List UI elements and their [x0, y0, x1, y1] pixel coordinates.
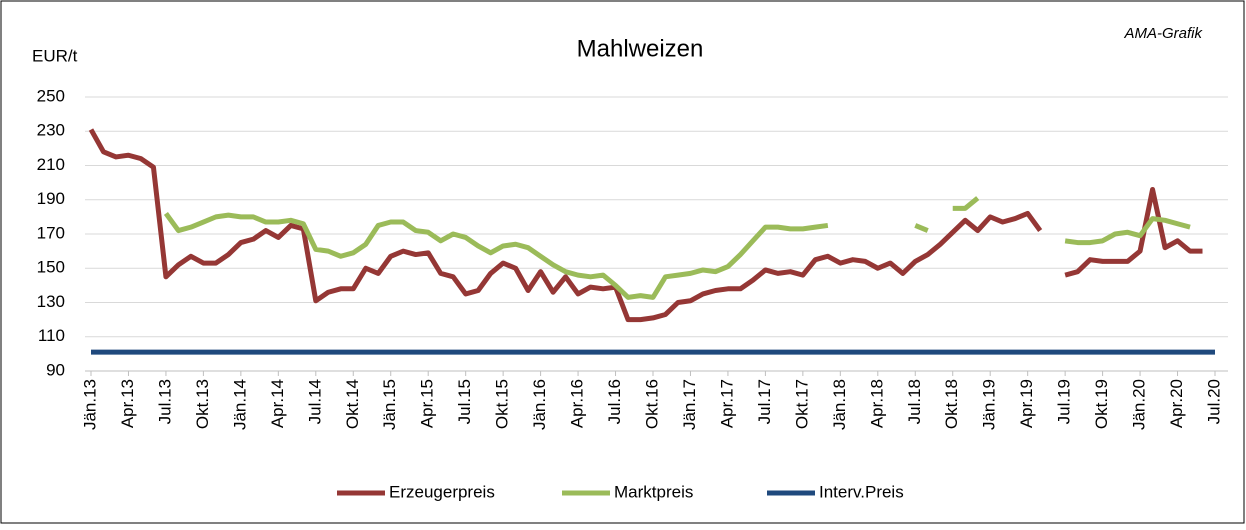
legend-label: Erzeugerpreis: [389, 482, 495, 501]
x-tick-label: Apr.13: [118, 379, 137, 428]
x-tick-label: Apr.14: [268, 379, 287, 428]
x-tick-label: Apr.16: [568, 379, 587, 428]
x-tick-label: Okt.13: [193, 379, 212, 429]
x-tick-label: Apr.15: [418, 379, 437, 428]
x-tick-label: Jul.15: [455, 379, 474, 424]
line-series: [1064, 186, 1203, 278]
x-tick-label: Jän.17: [680, 379, 699, 430]
y-tick-label: 210: [37, 155, 65, 174]
x-tick-label: Apr.18: [867, 379, 886, 428]
x-tick-label: Okt.16: [642, 379, 661, 429]
x-tick-label: Jul.19: [1055, 379, 1074, 424]
x-tick-label: Jän.20: [1130, 379, 1149, 430]
x-tick-label: Jän.13: [80, 379, 99, 430]
x-tick-label: Jul.20: [1204, 379, 1223, 424]
y-axis-label: EUR/t: [32, 46, 78, 65]
line-series: [163, 211, 829, 300]
x-tick-label: Jul.17: [755, 379, 774, 424]
legend-label: Interv.Preis: [819, 482, 904, 501]
y-tick-label: 150: [37, 258, 65, 277]
y-tick-label: 250: [37, 86, 65, 105]
y-tick-label: 130: [37, 292, 65, 311]
line-series: [1064, 216, 1191, 246]
x-tick-label: Apr.17: [717, 379, 736, 428]
x-tick-label: Okt.15: [493, 379, 512, 429]
x-tick-label: Jul.18: [905, 379, 924, 424]
line-series: [88, 128, 1043, 323]
x-tick-label: Jän.19: [980, 379, 999, 430]
x-tick-label: Okt.19: [1092, 379, 1111, 429]
y-tick-label: 110: [38, 326, 65, 345]
line-series: [952, 196, 980, 211]
x-tick-label: Okt.14: [343, 379, 362, 429]
y-tick-label: 90: [46, 360, 65, 379]
chart-title: Mahlweizen: [577, 35, 704, 62]
legend-label: Marktpreis: [614, 482, 693, 501]
x-tick-label: Jän.14: [230, 379, 249, 430]
annotation: AMA-Grafik: [1123, 25, 1203, 42]
x-tick-label: Okt.17: [792, 379, 811, 429]
x-tick-label: Jän.16: [530, 379, 549, 430]
x-tick-label: Jul.16: [605, 379, 624, 424]
y-tick-label: 230: [37, 121, 65, 140]
x-tick-label: Apr.19: [1017, 379, 1036, 428]
x-tick-label: Jän.18: [830, 379, 849, 430]
x-tick-label: Okt.18: [942, 379, 961, 429]
y-tick-label: 170: [37, 223, 65, 242]
y-tick-label: 190: [37, 189, 65, 208]
x-tick-label: Jul.14: [305, 379, 324, 424]
x-tick-label: Jän.15: [380, 379, 399, 430]
x-tick-label: Jul.13: [155, 379, 174, 424]
x-tick-label: Apr.20: [1167, 379, 1186, 428]
line-series: [914, 223, 929, 233]
